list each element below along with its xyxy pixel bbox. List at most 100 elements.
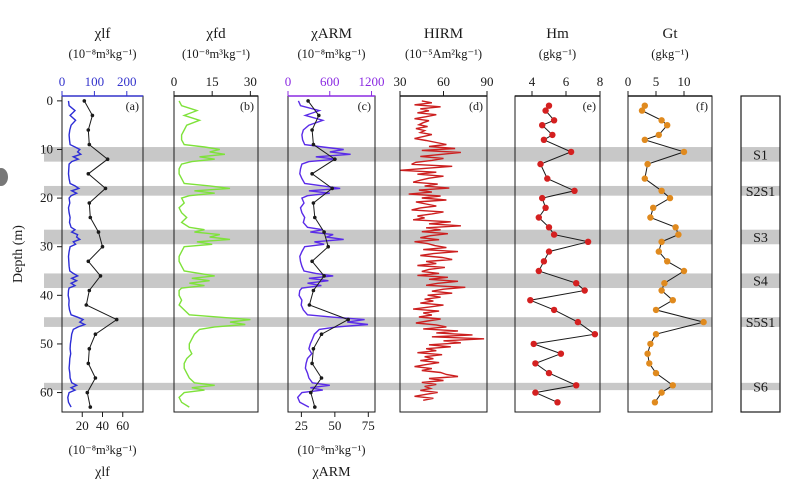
panel-c-point [311,201,316,205]
panel-a-point [90,113,95,118]
panel-f-point [672,224,679,231]
panel-a-continuous-line [67,100,87,408]
panel-b-frame [173,95,259,413]
panel-f-point [675,231,682,238]
panel-a-bottom-title: χlf [94,465,110,480]
panel-a-point [88,215,93,220]
panel-a-point [86,361,91,366]
strat-band-s6 [741,382,780,391]
depth-tick-label: 10 [40,141,53,156]
panel-a-point [103,186,108,191]
panel-a-point [86,128,91,132]
panel-d-label: (d) [469,99,483,113]
panel-b-label: (b) [240,99,254,113]
soil-band-s2s1 [44,185,712,196]
panel-f-point [651,399,659,406]
panel-b-top-tick-label: 30 [244,74,257,89]
panel-c-point [311,288,316,293]
panel-d-unit: (10⁻⁵Am²kg⁻¹) [405,47,482,61]
panel-c-bottom-unit: (10⁻⁸m³kg⁻¹) [297,443,365,457]
panel-e-top-tick-label: 4 [529,74,536,89]
strat-label-s6: S6 [753,380,768,395]
panel-a-unit: (10⁻⁸m³kg⁻¹) [68,47,136,61]
panel-f-unit: (gkg⁻¹) [651,47,688,61]
panel-f-point [646,360,653,367]
panel-f-point [680,148,688,156]
panel-f-point [644,160,651,168]
panel-f-point [652,331,660,338]
panel-f-point [655,248,662,255]
panel-b-continuous-line [178,100,251,408]
panel-e-point [532,360,539,367]
panel-a-point [93,376,98,380]
panel-e-point [550,231,558,238]
panel-e-point [537,160,544,168]
panel-c-title: χARM [310,26,352,42]
panel-c-top-tick-label: 0 [285,74,292,89]
strat-band-s2s1 [741,185,780,196]
panel-f-top-tick-label: 10 [678,74,691,89]
strat-band-s4 [741,273,780,289]
depth-tick-label: 50 [40,336,53,351]
panel-e-point [550,306,558,314]
panel-f-point [641,102,648,109]
panel-f-point [700,318,707,326]
panel-e-point [545,248,553,255]
soil-band-s5s1 [44,317,712,327]
panel-c-bottom-title: χARM [311,465,351,480]
panel-e-point [584,238,592,245]
panel-e-point [549,131,556,139]
panel-e-point [550,117,558,124]
panel-a-point [87,347,92,351]
panel-f-point [661,280,668,287]
panel-f-point [652,369,660,377]
panel-c-point [319,376,324,380]
panel-c-point [317,113,321,118]
panel-f-point [644,350,651,357]
strat-band-s5s1 [741,317,780,327]
panel-f-label: (f) [696,99,708,113]
panel-a-point [105,157,110,161]
panel-f-title: Gt [663,26,679,42]
panel-a-bottom-tick-label: 60 [116,418,129,433]
panel-f-point [650,204,657,211]
depth-tick-label: 0 [47,93,54,108]
panel-a-point [87,201,92,205]
panel-e-point [539,122,546,129]
soil-band-s3 [44,229,712,245]
panel-c-point [309,390,313,395]
panel-e-point [527,297,534,304]
panel-f-point [652,306,660,314]
panel-f-point [641,136,648,143]
panel-c-point [311,347,316,351]
panel-e-point [573,280,580,287]
panel-d-top-tick-label: 30 [394,74,407,89]
panel-e-point [581,287,588,294]
panel-e-point [591,331,599,338]
panel-f-point [664,122,671,129]
panel-c-point [310,128,314,132]
panel-f-point [666,194,674,202]
panel-a-point [87,142,92,147]
panel-f-point [680,267,688,275]
panel-b-top-tick-label: 15 [206,74,219,89]
panel-e-point [539,194,546,202]
panel-e-point [557,350,565,357]
panel-a-title: χlf [94,26,111,42]
panel-a-point [85,390,90,395]
soil-band-s1 [44,147,712,162]
panel-b-unit: (10⁻⁸m³kg⁻¹) [182,47,250,61]
panel-e-point [535,267,542,275]
panel-c-point [330,186,335,191]
panel-e-point [573,382,580,389]
strat-label-s1: S1 [753,148,768,163]
depth-tick-label: 30 [40,239,53,254]
panel-e-point [545,224,553,231]
panel-c-point [310,172,314,176]
panel-e-top-tick-label: 6 [563,74,570,89]
panel-a-point [88,405,93,409]
panel-e-point [574,318,582,326]
panel-d-top-tick-label: 60 [437,74,450,89]
strat-band-s3 [741,229,780,245]
panel-a-point [82,99,87,103]
